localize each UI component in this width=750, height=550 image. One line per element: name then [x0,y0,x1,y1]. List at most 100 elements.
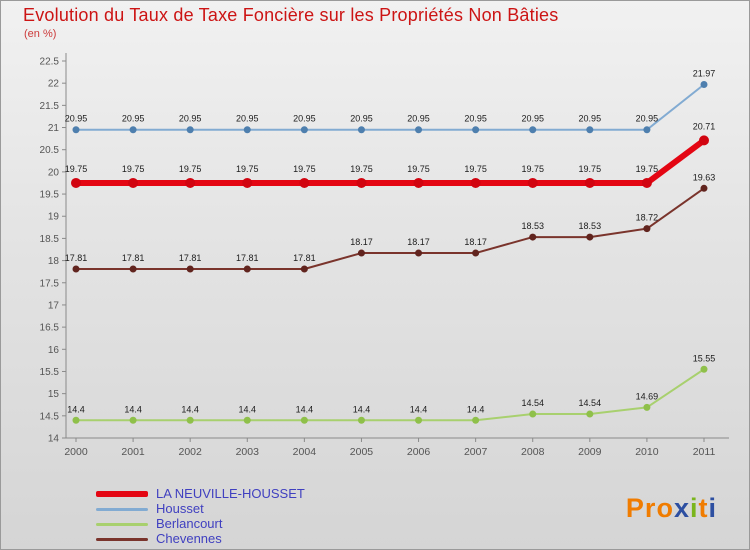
data-label: 20.95 [350,114,373,124]
y-tick-label: 19.5 [40,190,60,201]
logo-letter: o [656,493,674,523]
series-point [242,177,253,188]
data-label: 20.71 [693,121,716,131]
x-tick-label: 2006 [407,446,431,458]
series-point [129,265,137,273]
data-label: 20.95 [636,114,659,124]
data-label: 20.95 [236,114,259,124]
y-tick-label: 22.5 [40,57,60,68]
series-point [643,403,651,411]
y-tick-label: 21 [48,123,60,134]
data-label: 20.95 [179,114,202,124]
data-label: 19.75 [636,164,659,174]
data-label: 14.4 [296,404,314,414]
data-label: 20.95 [293,114,316,124]
series-point [186,126,194,134]
data-label: 18.17 [350,237,373,247]
series-point [643,126,651,134]
series-point [72,416,80,424]
series-line-la-neuville-housset [73,137,707,186]
data-label: 20.95 [579,114,602,124]
x-tick-label: 2007 [464,446,488,458]
y-tick-label: 18.5 [40,234,60,245]
series-line-chevennes [75,187,705,271]
proxiti-logo: Proxiti [626,493,717,524]
series-point [472,416,480,424]
series-point [72,126,80,134]
logo-letter: i [689,493,699,523]
series-point [186,265,194,273]
data-label: 17.81 [179,253,202,263]
series-point [415,249,423,257]
series-point [299,177,310,188]
data-label: 14.4 [124,404,142,414]
chart-subtitle: (en %) [24,28,57,40]
series-point [699,135,709,146]
series-line-berlancourt [75,368,705,422]
data-label: 19.75 [407,164,430,174]
series-point [470,177,481,188]
y-tick-label: 20 [48,167,60,178]
y-tick-label: 14 [48,434,60,445]
x-tick-label: 2005 [350,446,374,458]
y-tick-label: 16 [48,345,60,356]
series-point [529,126,537,134]
series-point [71,177,81,188]
series-point [700,184,708,192]
x-tick-label: 2000 [64,446,88,458]
logo-letter: t [698,493,709,523]
data-label: 20.95 [464,114,487,124]
data-label: 18.17 [464,237,487,247]
series-point [185,177,196,188]
data-label: 20.95 [122,114,145,124]
series-point [243,265,251,273]
y-tick-label: 15 [48,389,60,400]
data-label: 18.72 [636,213,659,223]
logo-letter: r [644,493,657,523]
series-point [128,177,139,188]
y-tick-label: 17.5 [40,278,60,289]
series-point [700,81,708,89]
legend-label: Chevennes [156,531,222,546]
series-point [586,126,594,134]
y-tick-label: 16.5 [40,323,60,334]
y-tick-label: 22 [48,79,60,90]
series-point [529,233,537,241]
series-point [415,126,423,134]
logo-letter: x [673,493,690,523]
legend-label: LA NEUVILLE-HOUSSET [156,486,305,501]
data-label: 14.4 [467,404,485,414]
x-tick-label: 2011 [693,446,716,458]
y-tick-label: 14.5 [40,411,60,422]
data-label: 17.81 [236,253,259,263]
data-label: 20.95 [521,114,544,124]
data-label: 15.55 [693,353,716,363]
x-tick-label: 2001 [121,446,145,458]
x-tick-label: 2010 [635,446,659,458]
data-label: 14.69 [636,391,659,401]
x-tick-label: 2009 [578,446,602,458]
series-point [300,265,308,273]
data-label: 14.54 [579,398,602,408]
data-label: 14.4 [67,404,85,414]
data-label: 20.95 [407,114,430,124]
x-tick-label: 2002 [179,446,203,458]
series-point [357,249,365,257]
data-label: 14.4 [239,404,257,414]
series-line-housset [75,83,705,131]
data-label: 14.4 [181,404,199,414]
series-point [129,126,137,134]
data-label: 19.75 [464,164,487,174]
series-point [129,416,137,424]
y-tick-label: 15.5 [40,367,60,378]
series-point [357,126,365,134]
legend-item-la-neuville-housset: LA NEUVILLE-HOUSSET [96,487,305,501]
legend-item-berlancourt: Berlancourt [96,517,305,531]
series-point [72,265,80,273]
series-point [413,177,424,188]
data-label: 14.4 [353,404,371,414]
data-label: 19.75 [521,164,544,174]
series-point [472,126,480,134]
